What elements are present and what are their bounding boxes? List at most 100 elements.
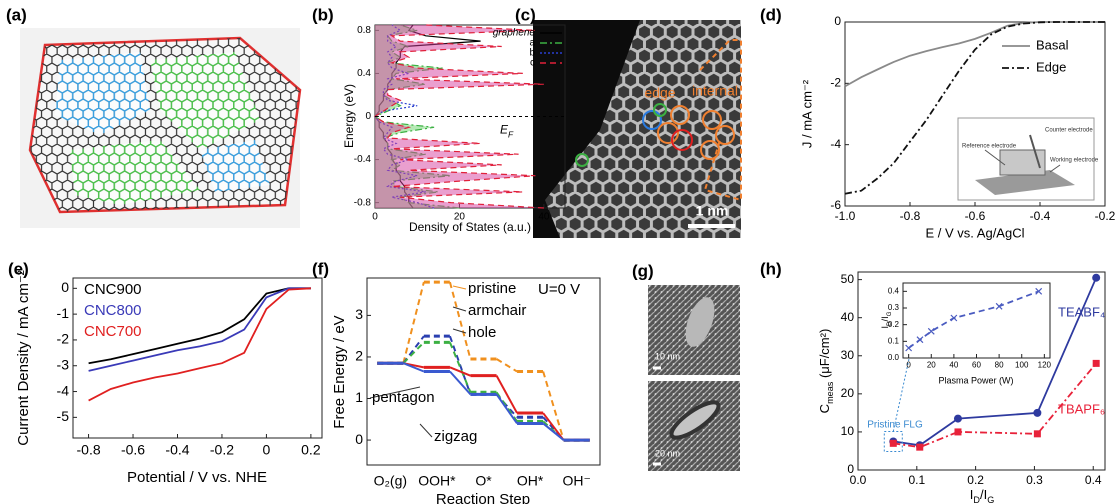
inset-label: Counter electrode [1045,128,1093,134]
annotation: U=0 V [538,281,580,298]
step-connector [497,359,518,371]
y-tick-label: 0.3 [888,303,900,312]
x-tick-label: OH⁻ [563,473,591,489]
series-label: zigzag [434,428,477,445]
x-tick-label: -0.2 [1095,209,1116,223]
scale-bar-label: 1 nm [696,203,729,219]
marker [1092,274,1100,282]
leader-line [453,307,466,311]
scale-bar-label: 10 nm [655,351,680,361]
panel-label: (f) [312,259,329,278]
y-tick-label: 10 [841,424,855,438]
panel-label: (g) [632,261,654,280]
marker [916,444,923,451]
panel-label: (a) [6,5,27,24]
x-axis-label-part: G [987,495,994,504]
x-tick-label: 20 [927,360,936,369]
y-tick-label: 30 [841,348,855,362]
image-label: edge [644,85,675,101]
page: {"images":[ {"panel_label":"(a)"}, {"pan… [0,0,1120,504]
y-tick-label: 0.1 [888,336,900,345]
x-tick-label: 0.2 [301,441,321,457]
x-tick-label: 0.3 [1026,473,1043,487]
plot-frame [903,283,1050,358]
page-body: (a) (c) edge internal 1 nm (g) 10 nm 2 [0,0,1120,504]
y-tick-label: -2 [57,331,70,347]
inset-label: Reference electrode [962,144,1017,150]
x-tick-label: -0.2 [210,441,234,457]
y-tick-label: 0 [61,279,69,295]
x-tick-label: -1.0 [835,209,856,223]
fermi-label-part: F [508,130,514,140]
y-tick-label: 40 [841,310,855,324]
fermi-label: EF [500,123,514,140]
series-label: hole [468,324,496,341]
x-axis-label: Density of States (a.u.) [409,220,531,234]
x-tick-label: 0 [906,360,911,369]
y-axis-label: Free Energy / eV [331,315,348,428]
leader-line [420,424,432,437]
series-label: TBAPF₆ [1058,401,1105,416]
x-tick-label: -0.6 [965,209,986,223]
legend-label: Basal [1036,37,1069,52]
x-tick-label: -0.8 [77,441,101,457]
panel-label: (d) [760,5,782,24]
y-tick-label: 50 [841,272,855,286]
legend-label: c [530,58,535,69]
x-tick-label: 80 [995,360,1004,369]
series-label: armchair [468,302,526,319]
leader-line [453,286,466,289]
y-axis-label: Cmeas (μF/cm²) [817,329,835,414]
x-tick-label: 0.2 [967,473,984,487]
y-tick-label: -4 [57,382,70,398]
x-tick-label: O* [475,473,492,489]
legend-label: CNC900 [84,281,142,298]
scale-bar-label: 20 nm [655,448,680,458]
panel-label: (c) [515,5,536,24]
x-tick-label: 60 [972,360,981,369]
series-line [845,22,1105,86]
x-axis-label: E / V vs. Ag/AgCl [926,225,1025,240]
y-tick-label: 0 [355,431,363,447]
legend-label: CNC700 [84,323,142,340]
y-axis-label-part: C [817,404,832,413]
x-tick-label: 100 [1015,360,1029,369]
marker [890,440,897,447]
x-axis-label: Potential / V vs. NHE [127,469,267,486]
x-tick-label: -0.4 [1030,209,1051,223]
y-tick-label: -0.4 [354,154,372,165]
x-axis-label: Plasma Power (W) [938,375,1013,385]
x-tick-label: O₂(g) [374,473,407,489]
y-tick-label: -2 [830,76,841,90]
y-tick-label: 0 [834,14,841,28]
x-tick-label: 0 [372,212,378,223]
x-tick-label: -0.8 [900,209,921,223]
y-axis-label-part: G [886,311,893,316]
y-tick-label: 1 [355,389,363,405]
y-axis-label: Current Density / mA cm⁻² [15,270,32,445]
y-tick-label: -4 [830,137,841,151]
marker [1034,430,1041,437]
y-tick-label: 20 [841,386,855,400]
y-tick-label: -3 [57,356,70,372]
inset-label: Working electrode [1050,158,1099,164]
x-tick-label: 40 [538,212,550,223]
x-tick-label: 0.4 [1085,473,1102,487]
x-tick-label: 0.0 [850,473,867,487]
y-tick-label: -5 [57,408,70,424]
figure: (a) (c) edge internal 1 nm (g) 10 nm 2 [0,0,1120,504]
legend-label: Edge [1036,59,1066,74]
y-axis-label: Energy (eV) [342,84,356,148]
x-tick-label: 40 [949,360,958,369]
x-tick-label: 0 [263,441,271,457]
y-tick-label: 0.8 [357,25,371,36]
y-axis-label: J / mA cm⁻² [799,79,814,148]
y-tick-label: 0.4 [888,286,900,295]
marker [1093,360,1100,367]
leader-line [453,329,466,333]
legend-label: CNC800 [84,302,142,319]
y-tick-label: 0.0 [888,353,900,362]
y-tick-label: 3 [355,306,363,322]
marker [954,428,961,435]
panel-label: (b) [312,5,334,24]
